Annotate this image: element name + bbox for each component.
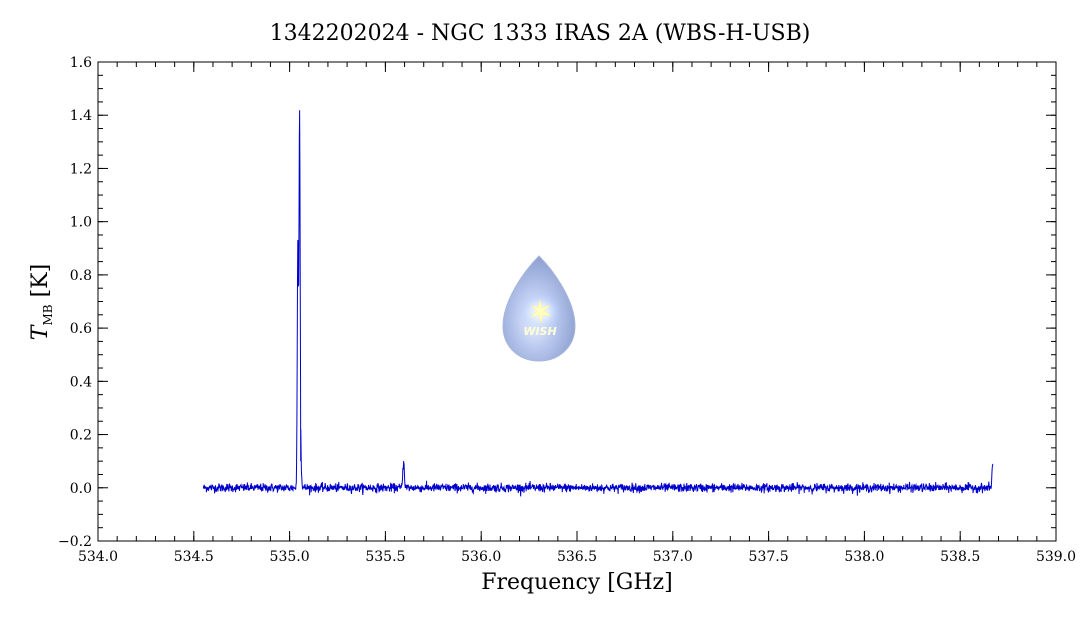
x-ticks: 534.0 534.5 535.0 535.5 536.0 536.5 537.0 537.5… (78, 62, 1076, 565)
chart-title: 1342202024 - NGC 1333 IRAS 2A (WBS-H-USB… (270, 21, 811, 46)
x-tick-label: 537.5 (749, 549, 789, 565)
x-tick-label: 536.0 (461, 549, 501, 565)
x-axis-label: Frequency [GHz] (481, 570, 673, 595)
x-tick-label: 535.0 (270, 549, 310, 565)
y-axis-label-symbol: T (28, 323, 53, 340)
y-tick-label: 0.2 (70, 428, 92, 444)
y-axis-label-subscript: MB (41, 304, 55, 325)
y-tick-label: 0.8 (70, 268, 92, 284)
x-tick-label: 537.0 (653, 549, 693, 565)
x-tick-label: 539.0 (1036, 549, 1076, 565)
x-tick-label: 534.0 (78, 549, 118, 565)
plot-frame (97, 61, 1057, 542)
x-tick-label: 538.5 (940, 549, 980, 565)
y-tick-label: 1.0 (70, 215, 92, 231)
y-tick-label: 1.2 (70, 161, 92, 177)
y-axis-label-unit: [K] (28, 264, 53, 305)
y-ticks: −0.2 0.0 0.2 0.4 0.6 0.8 1.0 1.2 1.4 1.6 (58, 55, 1056, 550)
x-tick-label: 534.5 (174, 549, 214, 565)
y-tick-label: 0.4 (70, 374, 92, 390)
y-axis-label: TMB [K] (28, 264, 55, 340)
wish-star-icon (530, 299, 552, 324)
y-tick-label: 0.6 (70, 321, 92, 337)
series-group (202, 110, 994, 497)
y-tick-label: 1.4 (70, 108, 92, 124)
x-tick-label: 538.0 (844, 549, 884, 565)
y-tick-label: −0.2 (58, 534, 92, 550)
spectrum-line (202, 110, 994, 497)
wish-logo-text: WISH (523, 325, 556, 338)
wish-logo: WISH (502, 255, 576, 362)
y-tick-label: 0.0 (70, 481, 92, 497)
x-tick-label: 535.5 (365, 549, 405, 565)
x-tick-label: 536.5 (557, 549, 597, 565)
y-tick-label: 1.6 (70, 55, 92, 71)
